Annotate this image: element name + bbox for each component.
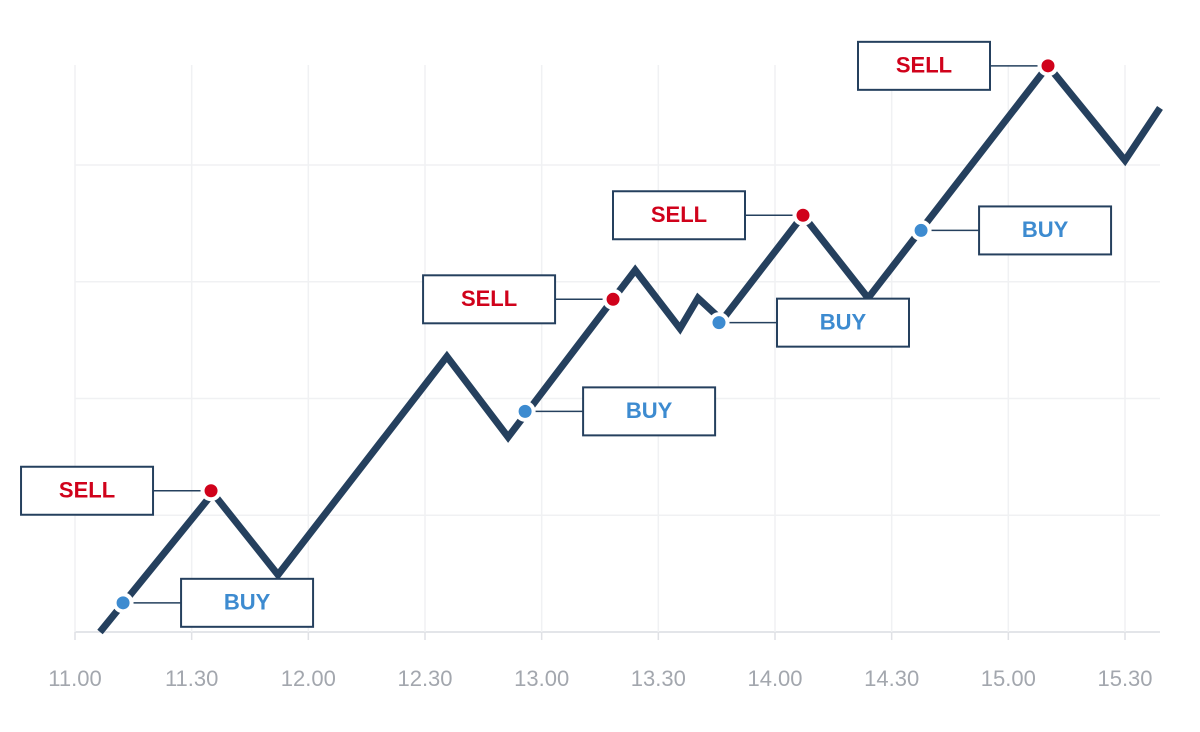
annotation-label: SELL [651,202,707,227]
signal-dot [602,288,624,310]
signal-dot [792,204,814,226]
signal-dot [708,312,730,334]
x-tick-label: 14.30 [864,666,919,691]
x-tick-label: 11.30 [165,666,218,691]
x-tick-label: 15.30 [1097,666,1152,691]
x-tick-label: 13.30 [631,666,686,691]
x-tick-label: 14.00 [747,666,802,691]
annotation-box [422,274,557,325]
x-tick-label: 15.00 [981,666,1036,691]
annotation-box [20,465,155,516]
annotation-label: BUY [820,309,867,334]
annotation-label: BUY [626,398,673,423]
annotation-label: BUY [1022,217,1069,242]
annotation-box [180,577,315,628]
x-tick-label: 12.00 [281,666,336,691]
annotation-label: BUY [224,590,271,615]
signal-dot [112,592,134,614]
signal-dot [514,400,536,422]
signal-dot [1037,55,1059,77]
annotation-box [978,205,1113,256]
annotation-label: SELL [896,53,952,78]
annotation-box [776,297,910,348]
signal-dot [200,480,222,502]
price-line [97,60,1163,635]
x-tick-label: 12.30 [397,666,452,691]
annotation-box [612,190,746,241]
x-tick-label: 11.00 [48,666,101,691]
annotation-label: SELL [59,478,115,503]
annotation-label: SELL [461,286,517,311]
x-tick-label: 13.00 [514,666,569,691]
annotation-box [582,386,717,437]
annotation-box [857,40,991,91]
signal-dot [910,219,932,241]
